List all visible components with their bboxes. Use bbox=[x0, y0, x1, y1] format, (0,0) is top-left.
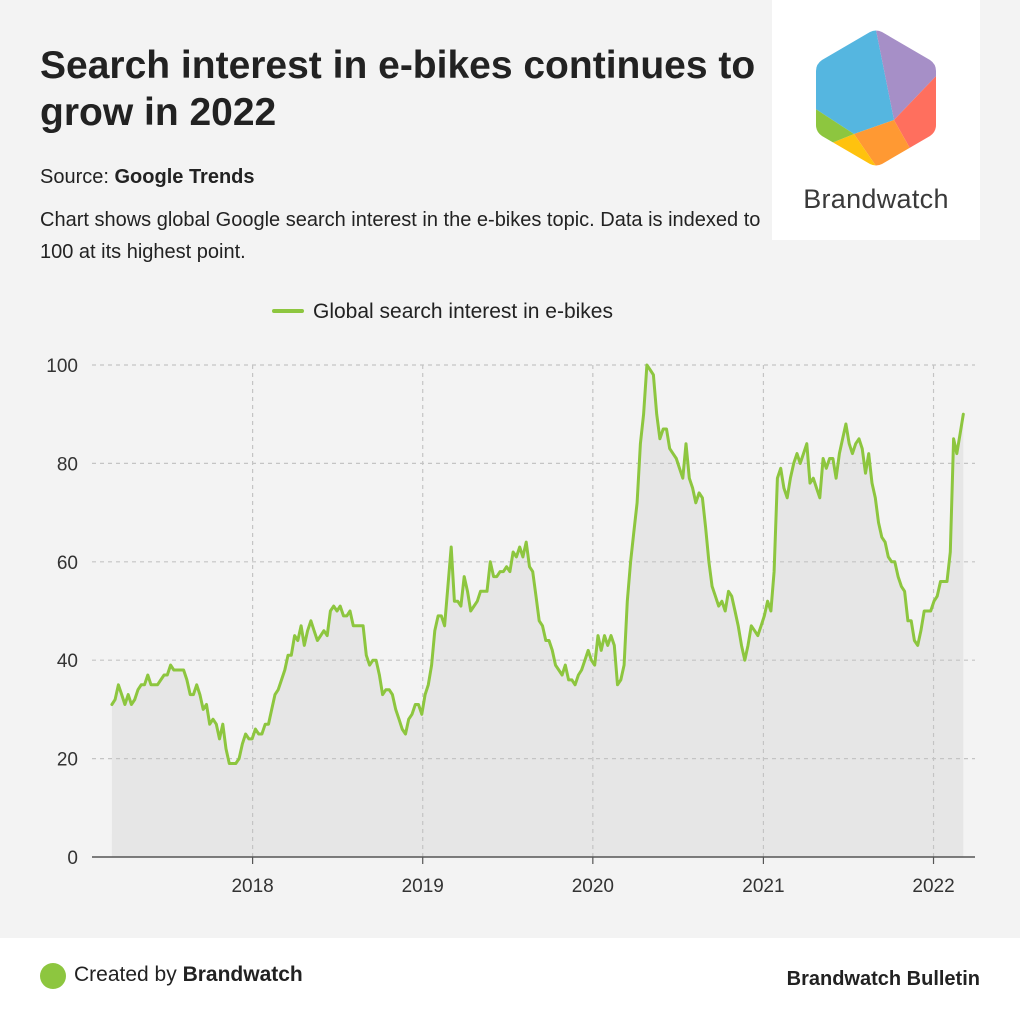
x-tick-label: 2022 bbox=[912, 876, 954, 897]
chart-description: Chart shows global Google search interes… bbox=[40, 209, 761, 263]
brandwatch-hexagon-logo-icon bbox=[816, 30, 936, 166]
chart-title: Search interest in e-bikes continues to … bbox=[40, 44, 756, 134]
footer-bar bbox=[0, 938, 1020, 1020]
brandwatch-dot-icon bbox=[40, 963, 66, 989]
brandwatch-logo-card: Brandwatch bbox=[772, 0, 980, 240]
created-by-name: Brandwatch bbox=[182, 963, 303, 986]
logo-slice bbox=[816, 30, 894, 134]
legend-label: Global search interest in e-bikes bbox=[313, 300, 613, 323]
x-tick-label: 2019 bbox=[402, 876, 444, 897]
y-tick-label: 0 bbox=[67, 848, 78, 869]
y-tick-label: 100 bbox=[46, 356, 78, 377]
x-tick-label: 2021 bbox=[742, 876, 784, 897]
y-tick-label: 60 bbox=[57, 553, 78, 574]
logo-slices bbox=[816, 30, 936, 166]
y-tick-label: 80 bbox=[57, 454, 78, 475]
footer-created-by: Created by Brandwatch bbox=[74, 963, 303, 987]
x-tick-label: 2018 bbox=[231, 876, 273, 897]
created-by-label: Created by bbox=[74, 963, 177, 986]
y-tick-label: 20 bbox=[57, 750, 78, 771]
source-label: Source: bbox=[40, 166, 109, 188]
brandwatch-logo-text: Brandwatch bbox=[803, 184, 949, 214]
search-interest-chart: 0 20 40 60 80 100 2018 2019 2020 2021 2022 Global s… bbox=[46, 300, 975, 897]
source-name: Google Trends bbox=[114, 166, 255, 188]
footer-bulletin: Brandwatch Bulletin bbox=[786, 968, 980, 990]
source-line: Source: Google Trends bbox=[40, 166, 255, 189]
x-tick-label: 2020 bbox=[572, 876, 614, 897]
y-tick-label: 40 bbox=[57, 651, 78, 672]
series-line bbox=[110, 363, 965, 765]
